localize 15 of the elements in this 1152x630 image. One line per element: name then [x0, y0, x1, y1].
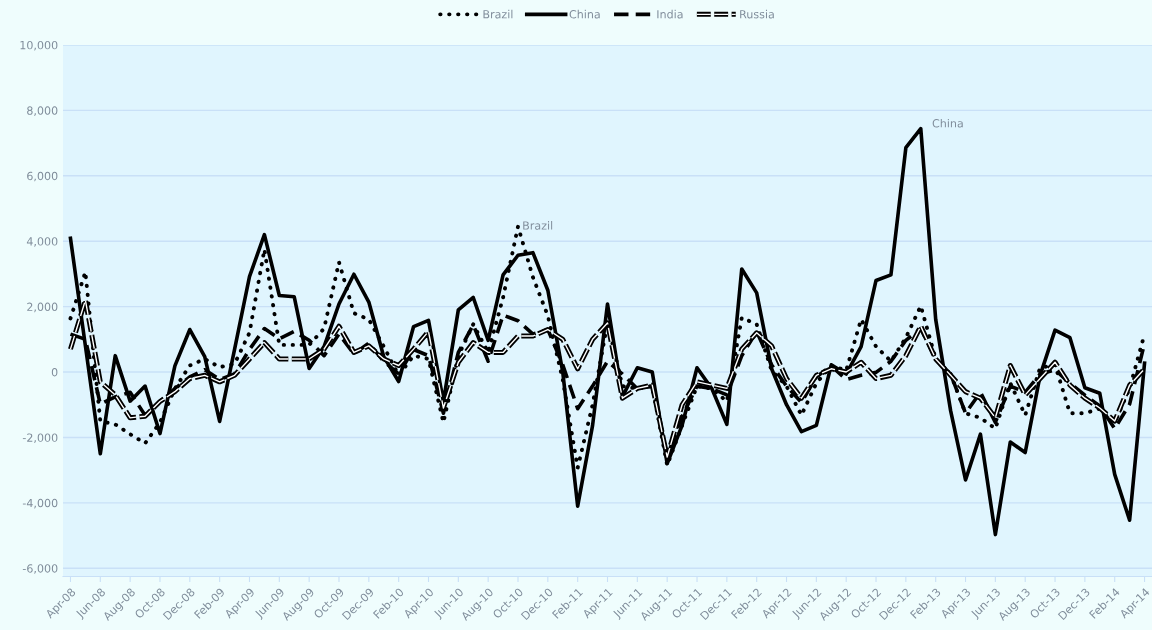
y-tick-label: 2,000: [27, 302, 58, 313]
y-tick-label: -2,000: [22, 433, 58, 443]
y-tick-label: 10,000: [20, 40, 58, 51]
y-tick-label: 6,000: [27, 171, 58, 182]
annotation: China: [932, 118, 963, 128]
annotation: Brazil: [523, 221, 553, 230]
y-tick-label: 8,000: [27, 106, 58, 116]
legend-label: China: [569, 9, 600, 19]
legend-label: Russia: [740, 9, 774, 19]
legend-label: Brazil: [483, 9, 513, 19]
y-tick-label: 0: [51, 368, 58, 377]
y-tick-label: -4,000: [22, 498, 58, 509]
y-tick-label: -6,000: [22, 564, 58, 574]
y-tick-label: 4,000: [26, 237, 58, 247]
legend-label: India: [657, 9, 683, 19]
